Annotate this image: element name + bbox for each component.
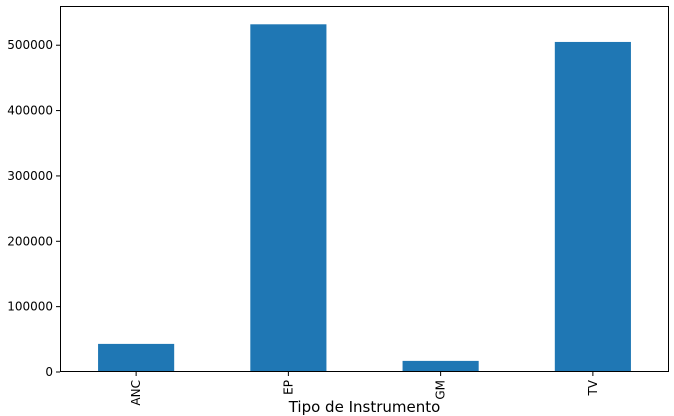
bars-group — [98, 24, 631, 372]
y-tick-label: 100000 — [7, 300, 53, 314]
bar-ep — [250, 24, 326, 372]
x-axis-title: Tipo de Instrumento — [288, 398, 441, 416]
y-tick-label: 400000 — [7, 104, 53, 118]
y-tick-label: 300000 — [7, 169, 53, 183]
x-tick-label: GM — [434, 380, 448, 400]
x-tick-label: TV — [586, 379, 600, 396]
bar-gm — [403, 361, 479, 372]
y-tick-label: 200000 — [7, 234, 53, 248]
bar-tv — [555, 42, 631, 372]
y-tick-label: 0 — [45, 365, 53, 379]
x-tick-label: ANC — [129, 380, 143, 406]
y-tick-label: 500000 — [7, 38, 53, 52]
x-tick-label: EP — [281, 380, 295, 395]
bar-anc — [98, 344, 174, 372]
